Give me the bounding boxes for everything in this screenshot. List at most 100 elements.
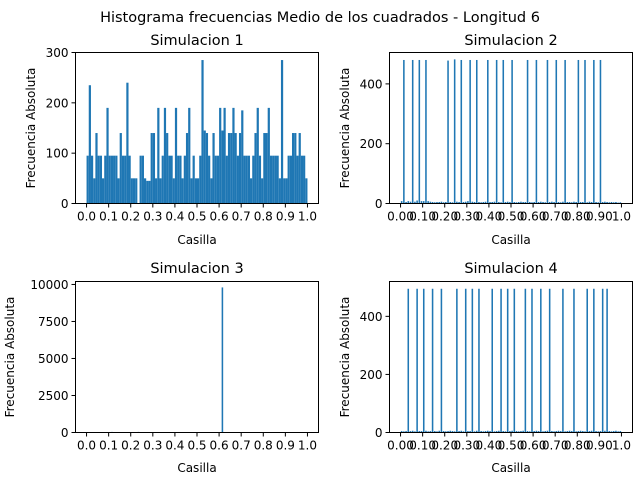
histogram-bar	[482, 202, 485, 204]
histogram-bar	[425, 59, 427, 204]
histogram-bar	[278, 178, 281, 204]
histogram-bar	[141, 155, 144, 204]
histogram-bar	[568, 202, 571, 204]
histogram-bar	[544, 202, 547, 204]
histogram-bar	[570, 431, 573, 433]
histogram-bar	[119, 133, 122, 204]
histogram-bar	[559, 202, 562, 204]
histogram-bar	[400, 431, 403, 433]
histogram-bar	[464, 201, 467, 204]
x-tick-label: 0.4	[165, 439, 184, 453]
histogram-bar	[509, 202, 511, 204]
histogram-bar	[230, 133, 233, 204]
histogram-bar	[168, 155, 171, 204]
histogram-bar	[495, 431, 498, 433]
histogram-bar	[438, 202, 440, 204]
histogram-bar	[619, 431, 622, 433]
histogram-bar	[453, 59, 456, 204]
x-tick-label: 1.0	[298, 210, 317, 224]
histogram-bar	[152, 133, 156, 204]
x-tick-label: 0.5	[187, 439, 206, 453]
histogram-bar	[458, 202, 460, 204]
y-tick-label: 200	[360, 368, 383, 382]
histogram-bar	[427, 201, 429, 204]
histogram-bar	[480, 202, 482, 204]
histogram-bar	[566, 431, 569, 433]
histogram-bar	[115, 155, 118, 204]
histogram-bar	[575, 431, 577, 433]
histogram-bar	[414, 201, 416, 204]
histogram-bar	[221, 287, 224, 433]
histogram-bar	[615, 430, 617, 433]
histogram-bar	[612, 202, 615, 204]
histogram-bar	[542, 202, 544, 204]
histogram-bar	[121, 155, 125, 204]
histogram-bar	[192, 155, 195, 204]
figure-suptitle: Histograma frecuencias Medio de los cuad…	[100, 10, 540, 26]
x-tick-label: 0.6	[210, 439, 229, 453]
histogram-bar	[582, 431, 584, 433]
histogram-bar	[491, 202, 493, 204]
histogram-bar	[274, 155, 277, 204]
y-axis-ticks: 0 200 400	[360, 310, 390, 440]
x-tick-label: 0.6	[210, 210, 229, 224]
histogram-bar	[434, 431, 436, 433]
y-tick-label: 200	[46, 96, 69, 110]
histogram-bar	[484, 201, 487, 204]
histogram-bar	[504, 431, 507, 433]
histogram-bar	[427, 431, 429, 433]
subplot-simulacion-1: Simulacion 1 0.0 0.1 0.2 0.3 0.4 0.5 0.6 0.7 0.8…	[24, 33, 319, 247]
histogram-bar	[555, 59, 558, 204]
histogram-bar	[252, 155, 255, 204]
histogram-bar	[163, 107, 167, 204]
histogram-bar	[243, 155, 246, 204]
histogram-bar	[416, 288, 418, 433]
histogram-bar	[99, 155, 103, 204]
histogram-bar	[478, 288, 480, 433]
histogram-bar	[418, 431, 421, 433]
x-tick-label: 0.20	[431, 439, 458, 453]
histogram-bar	[303, 155, 306, 204]
histogram-bar	[93, 178, 96, 204]
x-tick-label: 0.00	[387, 210, 414, 224]
histogram-bar	[529, 431, 531, 433]
histogram-bar	[533, 431, 535, 433]
histogram-bar	[124, 155, 127, 204]
histogram-bar	[143, 178, 147, 204]
histogram-bar	[520, 201, 522, 204]
histogram-bar	[566, 202, 569, 204]
y-tick-label: 100	[46, 147, 69, 161]
histogram-bar	[440, 288, 443, 433]
histogram-bar	[555, 431, 558, 433]
histogram-bar	[498, 430, 500, 433]
x-tick-label: 1.0	[298, 439, 317, 453]
histogram-bar	[504, 202, 507, 204]
histogram-bar	[261, 178, 264, 204]
histogram-bar	[579, 202, 582, 204]
histogram-bar	[405, 202, 407, 204]
x-axis-label: Casilla	[491, 233, 530, 247]
histogram-bar	[586, 202, 588, 204]
histogram-bar	[577, 431, 580, 433]
x-tick-label: 0.60	[520, 439, 547, 453]
histogram-bar	[161, 155, 164, 204]
histogram-bar	[177, 155, 180, 204]
histogram-bar	[436, 202, 438, 204]
histogram-bar	[291, 133, 295, 204]
histogram-bar	[568, 430, 571, 433]
histogram-bar	[573, 288, 575, 433]
histogram-bar	[546, 59, 549, 204]
x-tick-label: 0.5	[187, 210, 206, 224]
x-tick-label: 0.40	[476, 210, 503, 224]
histogram-bar	[442, 202, 445, 204]
histogram-bar	[108, 155, 111, 204]
y-tick-label: 2500	[38, 389, 69, 403]
histogram-bar	[431, 288, 434, 433]
histogram-bar	[267, 107, 270, 204]
x-tick-label: 0.4	[165, 210, 184, 224]
histogram-bar	[612, 431, 615, 433]
x-tick-label: 0.80	[564, 439, 591, 453]
histogram-bar	[305, 178, 308, 204]
x-axis-ticks: 0.0 0.1 0.2 0.3 0.4 0.5 0.6 0.7 0.8 0.9 1.0	[77, 432, 317, 453]
